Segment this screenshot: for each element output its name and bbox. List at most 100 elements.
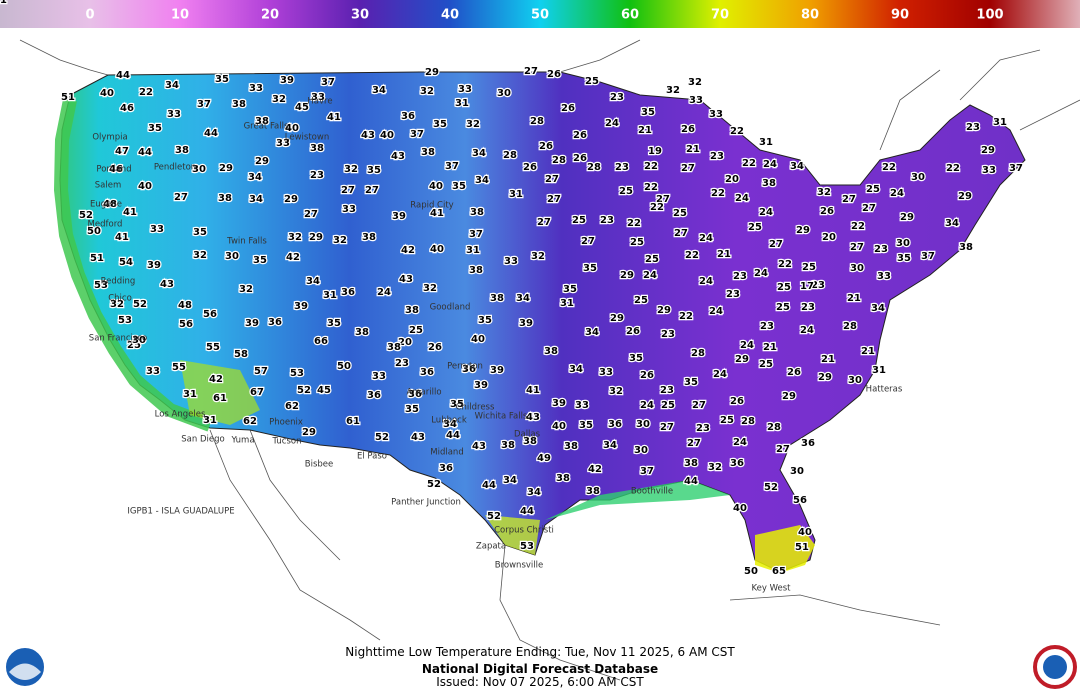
station-temp: 38 <box>232 99 246 110</box>
station-temp: 32 <box>817 187 831 198</box>
place-name: Zapata <box>476 542 506 552</box>
station-temp: 34 <box>603 440 617 451</box>
station-temp: 24 <box>890 188 904 199</box>
station-temp: 27 <box>681 163 695 174</box>
station-temp: 22 <box>730 126 744 137</box>
station-temp: 31 <box>455 98 469 109</box>
station-temp: 50 <box>87 226 101 237</box>
station-temp: 31 <box>993 117 1007 128</box>
station-temp: 27 <box>674 228 688 239</box>
place-name: Tucson <box>272 437 302 447</box>
station-temp: 27 <box>304 209 318 220</box>
station-temp: 53 <box>94 280 108 291</box>
station-temp: 33 <box>575 400 589 411</box>
station-temp: 23 <box>661 329 675 340</box>
station-temp: 33 <box>689 95 703 106</box>
scale-tick-label: 90 <box>891 8 909 23</box>
south-texas-warm-area <box>485 515 540 555</box>
station-temp: 24 <box>377 287 391 298</box>
station-temp: 27 <box>581 236 595 247</box>
station-temp: 35 <box>215 74 229 85</box>
station-temp: 32 <box>531 251 545 262</box>
station-temp: 52 <box>79 210 93 221</box>
station-temp: 35 <box>433 119 447 130</box>
station-temp: 22 <box>882 162 896 173</box>
station-temp: 38 <box>355 327 369 338</box>
station-temp: 34 <box>871 303 885 314</box>
station-temp: 28 <box>691 348 705 359</box>
station-temp: 25 <box>661 400 675 411</box>
station-temp: 33 <box>150 224 164 235</box>
station-temp: 23 <box>733 271 747 282</box>
station-temp: 71 <box>0 0 7 6</box>
station-temp: 40 <box>798 527 812 538</box>
station-temp: 34 <box>527 487 541 498</box>
station-temp: 26 <box>547 69 561 80</box>
station-temp: 30 <box>132 335 146 346</box>
station-temp: 43 <box>526 412 540 423</box>
station-temp: 32 <box>333 235 347 246</box>
station-temp: 39 <box>552 398 566 409</box>
station-temp: 21 <box>847 293 861 304</box>
place-name: Pendleton <box>154 163 196 173</box>
place-name: Phoenix <box>269 418 303 428</box>
station-temp: 37 <box>321 77 335 88</box>
issued-time: Issued: Nov 07 2025, 6:00 AM CST <box>436 675 644 689</box>
station-temp: 30 <box>896 238 910 249</box>
station-temp: 48 <box>103 199 117 210</box>
station-temp: 35 <box>641 107 655 118</box>
place-name: Chico <box>108 294 132 304</box>
station-temp: 21 <box>717 249 731 260</box>
station-temp: 26 <box>428 342 442 353</box>
station-temp: 33 <box>372 371 386 382</box>
station-temp: 35 <box>253 255 267 266</box>
place-name: Boothville <box>631 487 673 497</box>
station-temp: 36 <box>608 419 622 430</box>
station-temp: 35 <box>563 284 577 295</box>
station-temp: 35 <box>897 253 911 264</box>
desert-warm-area <box>180 360 260 425</box>
station-temp: 31 <box>759 137 773 148</box>
station-temp: 29 <box>782 391 796 402</box>
station-temp: 24 <box>699 233 713 244</box>
station-temp: 27 <box>545 174 559 185</box>
station-temp: 27 <box>365 185 379 196</box>
station-temp: 27 <box>174 192 188 203</box>
station-temp: 19 <box>648 146 662 157</box>
station-temp: 37 <box>410 129 424 140</box>
station-temp: 38 <box>405 305 419 316</box>
station-temp: 23 <box>660 385 674 396</box>
station-temp: 30 <box>848 375 862 386</box>
place-name: Lewistown <box>285 133 329 143</box>
station-temp: 29 <box>900 212 914 223</box>
station-temp: 29 <box>818 372 832 383</box>
scale-tick-label: 0 <box>85 8 94 23</box>
station-temp: 33 <box>458 84 472 95</box>
station-temp: 26 <box>640 370 654 381</box>
color-scale <box>0 0 1080 28</box>
station-temp: 31 <box>183 389 197 400</box>
station-temp: 61 <box>213 393 227 404</box>
station-temp: 26 <box>561 103 575 114</box>
station-temp: 48 <box>178 300 192 311</box>
station-temp: 66 <box>314 336 328 347</box>
station-temp: 22 <box>742 158 756 169</box>
station-temp: 37 <box>445 161 459 172</box>
noaa-logo-wave <box>9 663 41 680</box>
place-name: Los Angeles <box>155 410 206 420</box>
station-temp: 21 <box>821 354 835 365</box>
station-temp: 21 <box>763 342 777 353</box>
station-temp: 38 <box>421 147 435 158</box>
station-temp: 35 <box>193 227 207 238</box>
station-temp: 30 <box>225 251 239 262</box>
station-temp: 29 <box>284 194 298 205</box>
map-subtitle: Nighttime Low Temperature Ending: Tue, N… <box>345 645 735 659</box>
station-temp: 51 <box>61 92 75 103</box>
station-temp: 38 <box>218 193 232 204</box>
station-temp: 24 <box>733 437 747 448</box>
station-temp: 34 <box>443 419 457 430</box>
station-temp: 33 <box>982 165 996 176</box>
station-temp: 36 <box>730 458 744 469</box>
station-temp: 31 <box>466 245 480 256</box>
